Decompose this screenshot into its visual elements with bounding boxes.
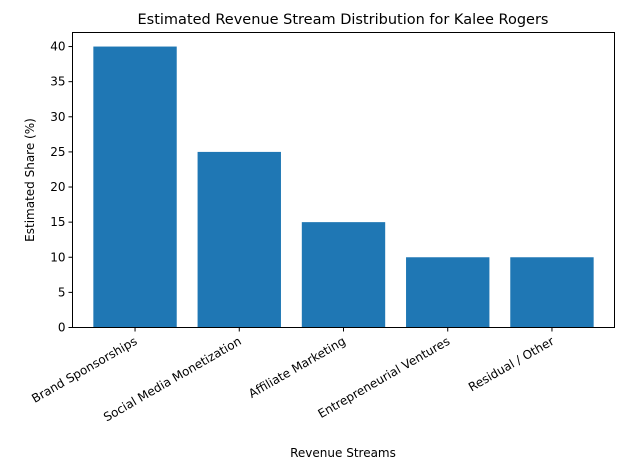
y-axis-label: Estimated Share (%)	[23, 118, 37, 242]
bar	[93, 46, 177, 328]
plot-frame	[72, 32, 615, 328]
x-tick-label: Affiliate Marketing	[246, 334, 348, 401]
y-tick-label: 25	[50, 145, 65, 159]
y-tick-label: 0	[58, 321, 66, 335]
y-tick-label: 35	[50, 75, 65, 89]
y-tick-label: 15	[50, 215, 65, 229]
chart-title: Estimated Revenue Stream Distribution fo…	[138, 12, 549, 28]
y-tick-label: 5	[58, 285, 66, 299]
bar	[510, 257, 594, 328]
x-axis-label: Revenue Streams	[290, 446, 396, 460]
bar	[197, 151, 281, 328]
y-tick-label: 10	[50, 250, 65, 264]
bar	[406, 257, 490, 328]
y-tick-label: 40	[50, 40, 65, 54]
y-tick-label: 30	[50, 110, 65, 124]
x-tick-label: Residual / Other	[466, 334, 557, 394]
x-tick-label: Brand Sponsorships	[29, 334, 139, 406]
bar	[301, 222, 386, 328]
y-tick-label: 20	[50, 180, 65, 194]
